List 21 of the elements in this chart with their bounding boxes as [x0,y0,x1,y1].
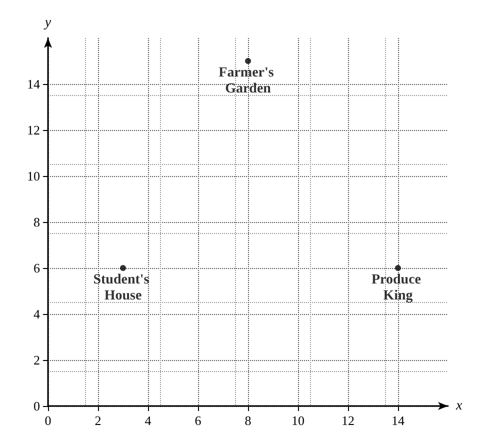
x-tick-label: 4 [144,413,152,428]
y-tick-label: 8 [34,214,40,230]
x-tick-label: 8 [244,413,252,428]
annotation: Farmer's Garden [218,66,278,96]
y-tick-label: 4 [34,306,40,322]
y-tick-label: 12 [27,122,40,138]
x-tick-label: 10 [292,413,304,428]
x-tick-label: 0 [44,413,52,428]
annotation: Student's House [93,272,153,304]
y-tick-label: 2 [34,352,40,368]
x-tick-label: 12 [342,413,354,428]
x-tick-label: 2 [94,413,102,428]
x-tick-label: 6 [194,413,202,428]
x-axis-title: x [455,398,463,414]
y-axis-title: y [42,16,52,30]
y-tick-label: 0 [34,398,40,414]
annotation: Produce King [371,272,425,304]
y-tick-label: 14 [27,76,40,92]
y-tick-label: 6 [34,260,40,276]
x-tick-label: 14 [392,413,405,428]
y-tick-label: 10 [27,168,40,184]
